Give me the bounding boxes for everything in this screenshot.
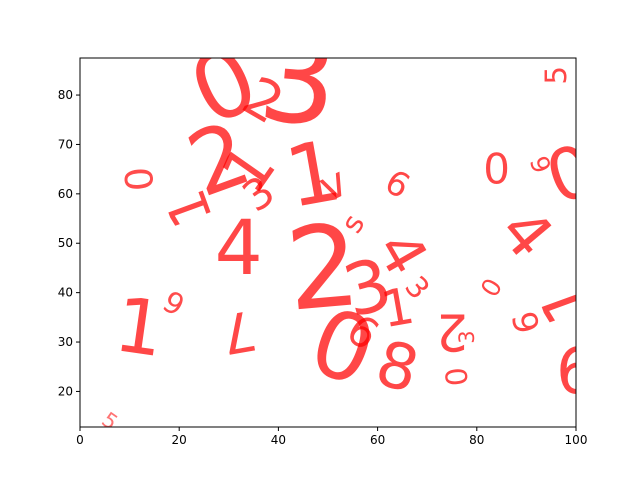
glyph-marker: 0 xyxy=(483,145,510,194)
y-tick-label: 60 xyxy=(58,187,73,201)
x-tick-label: 60 xyxy=(370,433,385,447)
glyph-marker: 5 xyxy=(539,66,573,85)
glyph-marker: 3 xyxy=(455,330,479,343)
x-tick-label: 80 xyxy=(469,433,484,447)
y-tick-label: 40 xyxy=(58,286,73,300)
glyph-marker: 6 xyxy=(556,335,596,408)
y-tick-label: 80 xyxy=(58,88,73,102)
plot-background xyxy=(80,58,576,427)
glyph-marker: 3 xyxy=(253,6,343,154)
glyph-marker: 0 xyxy=(439,366,475,388)
plot-frame xyxy=(79,57,577,428)
glyph-marker: 2 xyxy=(281,199,364,337)
x-tick-label: 0 xyxy=(76,433,84,447)
x-tick-label: 100 xyxy=(565,433,588,447)
x-tick-label: 20 xyxy=(172,433,187,447)
glyph-marker: 0 xyxy=(117,165,163,193)
y-tick-label: 50 xyxy=(58,236,73,250)
glyph-marker: 2 xyxy=(436,303,468,362)
x-axis: 0 20 40 60 80 100 xyxy=(76,427,587,447)
y-tick-label: 70 xyxy=(58,137,73,151)
y-axis: 20 30 40 50 60 70 80 xyxy=(58,88,80,398)
x-tick-label: 40 xyxy=(271,433,286,447)
glyph-marker: 4 xyxy=(215,204,263,292)
y-tick-label: 20 xyxy=(58,384,73,398)
y-tick-label: 30 xyxy=(58,335,73,349)
